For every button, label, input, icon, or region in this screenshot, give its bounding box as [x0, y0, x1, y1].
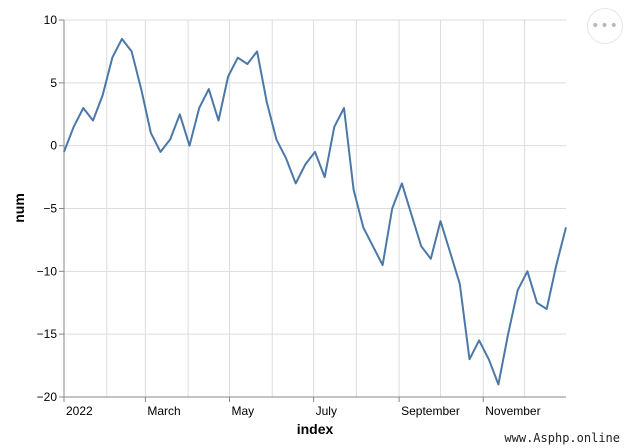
x-axis-title: index [297, 421, 334, 437]
y-axis: 10 5 0 −5 −10 −15 −20 [37, 13, 65, 404]
series-line [63, 37, 567, 386]
watermark: www.Asphp.online [504, 431, 620, 445]
x-tick-label: March [147, 404, 180, 418]
x-tick-label: September [401, 404, 460, 418]
y-tick-label: −10 [37, 264, 58, 278]
y-tick-label: 10 [44, 13, 58, 27]
x-tick-label: November [485, 404, 540, 418]
y-tick-label: −20 [37, 390, 58, 404]
y-tick-label: 5 [50, 76, 57, 90]
y-tick-label: 0 [50, 139, 57, 153]
ellipsis-icon: ••• [591, 18, 619, 34]
y-axis-title: num [11, 193, 27, 223]
y-tick-label: −15 [37, 327, 58, 341]
more-options-button[interactable]: ••• [587, 8, 623, 44]
x-tick-label: May [231, 404, 254, 418]
x-tick-label: July [316, 404, 337, 418]
grid [63, 19, 566, 398]
x-axis: 2022 March May July September November [63, 396, 566, 418]
series-lines [63, 37, 567, 386]
y-tick-label: −5 [43, 202, 57, 216]
x-tick-label: 2022 [66, 404, 93, 418]
